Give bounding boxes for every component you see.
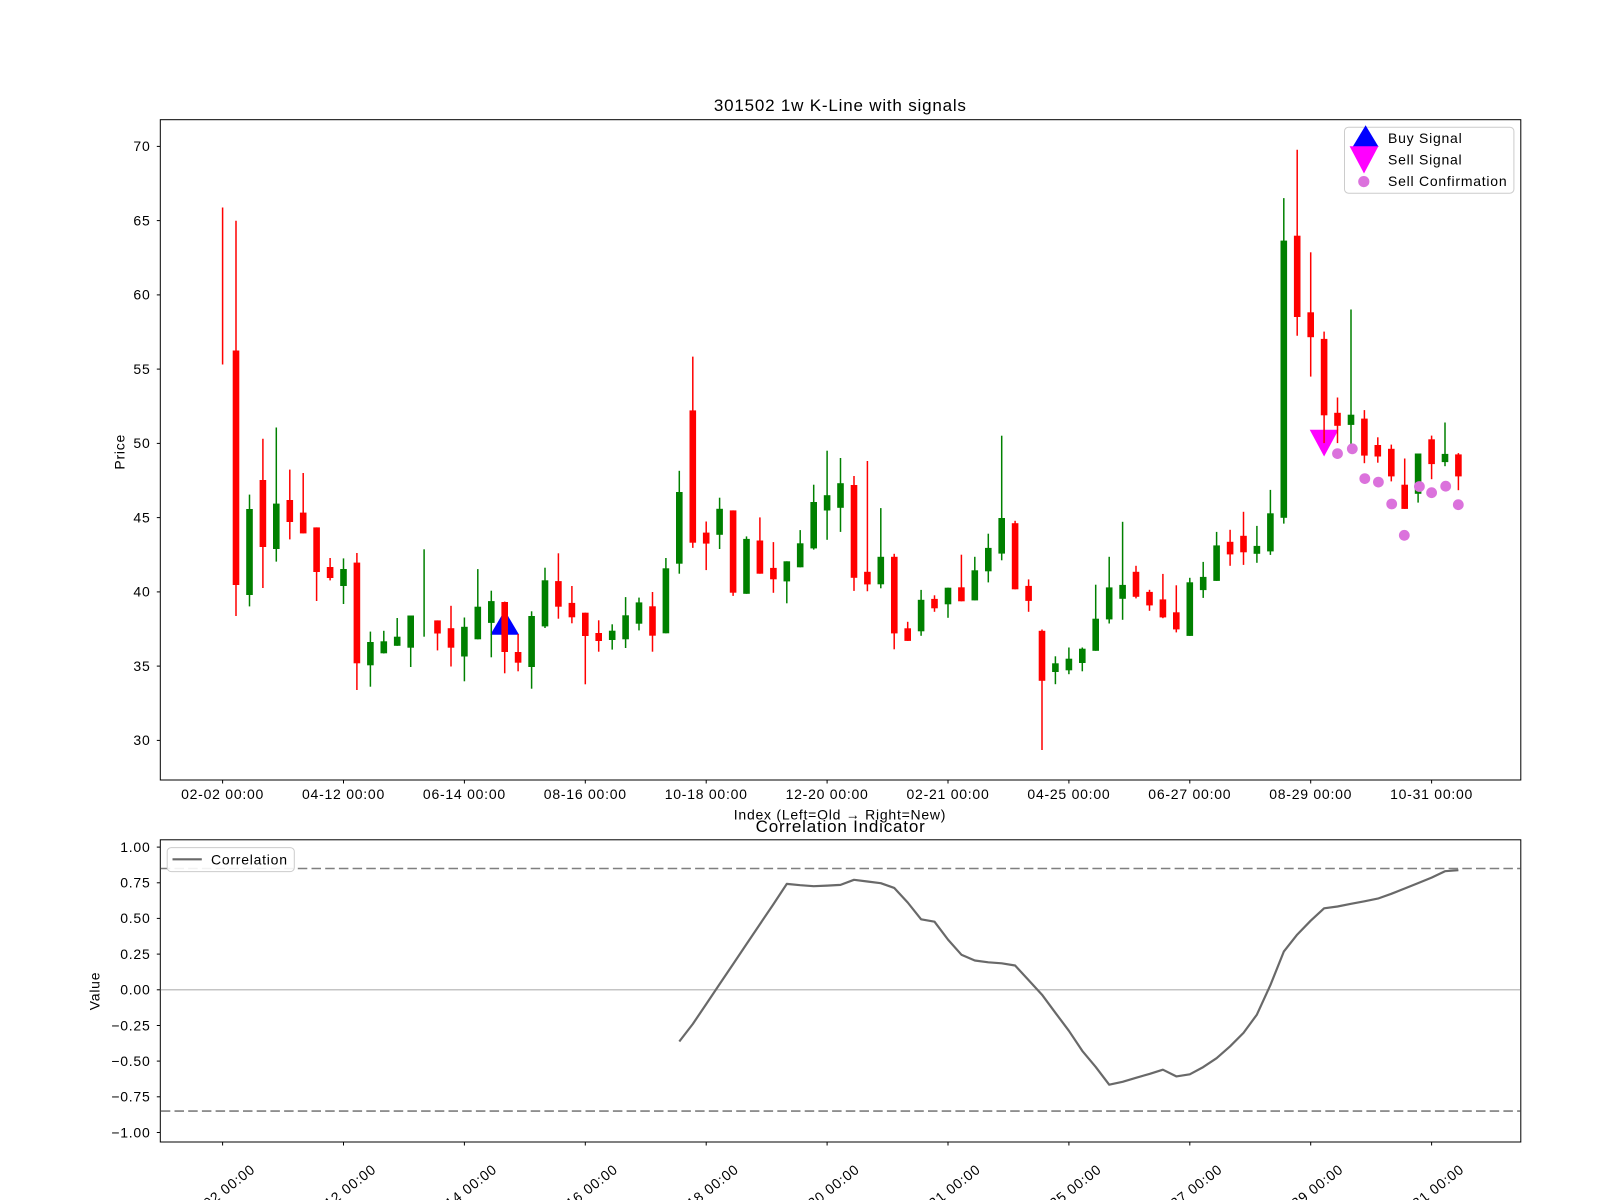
svg-text:Buy Signal: Buy Signal (1388, 130, 1462, 146)
svg-text:02-02 00:00: 02-02 00:00 (181, 786, 264, 802)
svg-text:10-18 00:00: 10-18 00:00 (665, 786, 748, 802)
svg-text:02-21 00:00: 02-21 00:00 (907, 786, 990, 802)
svg-text:Correlation Indicator: Correlation Indicator (756, 817, 926, 836)
svg-text:−0.50: −0.50 (111, 1053, 150, 1069)
svg-text:1.00: 1.00 (120, 839, 150, 855)
svg-text:Value: Value (87, 972, 103, 1011)
svg-text:0.00: 0.00 (120, 982, 150, 998)
svg-text:08-29 00:00: 08-29 00:00 (1269, 786, 1352, 802)
svg-text:04-25 00:00: 04-25 00:00 (1027, 786, 1110, 802)
svg-text:35: 35 (133, 658, 150, 674)
svg-text:Index (Left=Old → Right=New): Index (Left=Old → Right=New) (734, 807, 946, 823)
svg-text:04-12 00:00: 04-12 00:00 (302, 786, 385, 802)
svg-text:10-31 00:00: 10-31 00:00 (1390, 786, 1473, 802)
svg-text:Sell Confirmation: Sell Confirmation (1388, 173, 1507, 189)
svg-text:0.25: 0.25 (120, 946, 150, 962)
svg-text:06-27 00:00: 06-27 00:00 (1148, 786, 1231, 802)
svg-text:Correlation: Correlation (211, 851, 288, 867)
svg-text:45: 45 (133, 509, 150, 525)
svg-text:70: 70 (133, 138, 150, 154)
svg-text:−0.25: −0.25 (111, 1017, 150, 1033)
svg-text:06-14 00:00: 06-14 00:00 (423, 786, 506, 802)
svg-text:55: 55 (133, 361, 150, 377)
svg-text:−1.00: −1.00 (111, 1124, 150, 1140)
svg-text:08-16 00:00: 08-16 00:00 (544, 786, 627, 802)
svg-text:0.75: 0.75 (120, 875, 150, 891)
svg-text:50: 50 (133, 435, 150, 451)
svg-text:−0.75: −0.75 (111, 1089, 150, 1105)
svg-text:0.50: 0.50 (120, 910, 150, 926)
svg-text:40: 40 (133, 584, 150, 600)
svg-text:65: 65 (133, 212, 150, 228)
svg-text:60: 60 (133, 287, 150, 303)
svg-text:30: 30 (133, 732, 150, 748)
svg-text:Price: Price (112, 434, 128, 470)
svg-text:301502 1w K-Line with signals: 301502 1w K-Line with signals (714, 96, 967, 115)
svg-text:Sell Signal: Sell Signal (1388, 152, 1462, 168)
svg-text:12-20 00:00: 12-20 00:00 (786, 786, 869, 802)
